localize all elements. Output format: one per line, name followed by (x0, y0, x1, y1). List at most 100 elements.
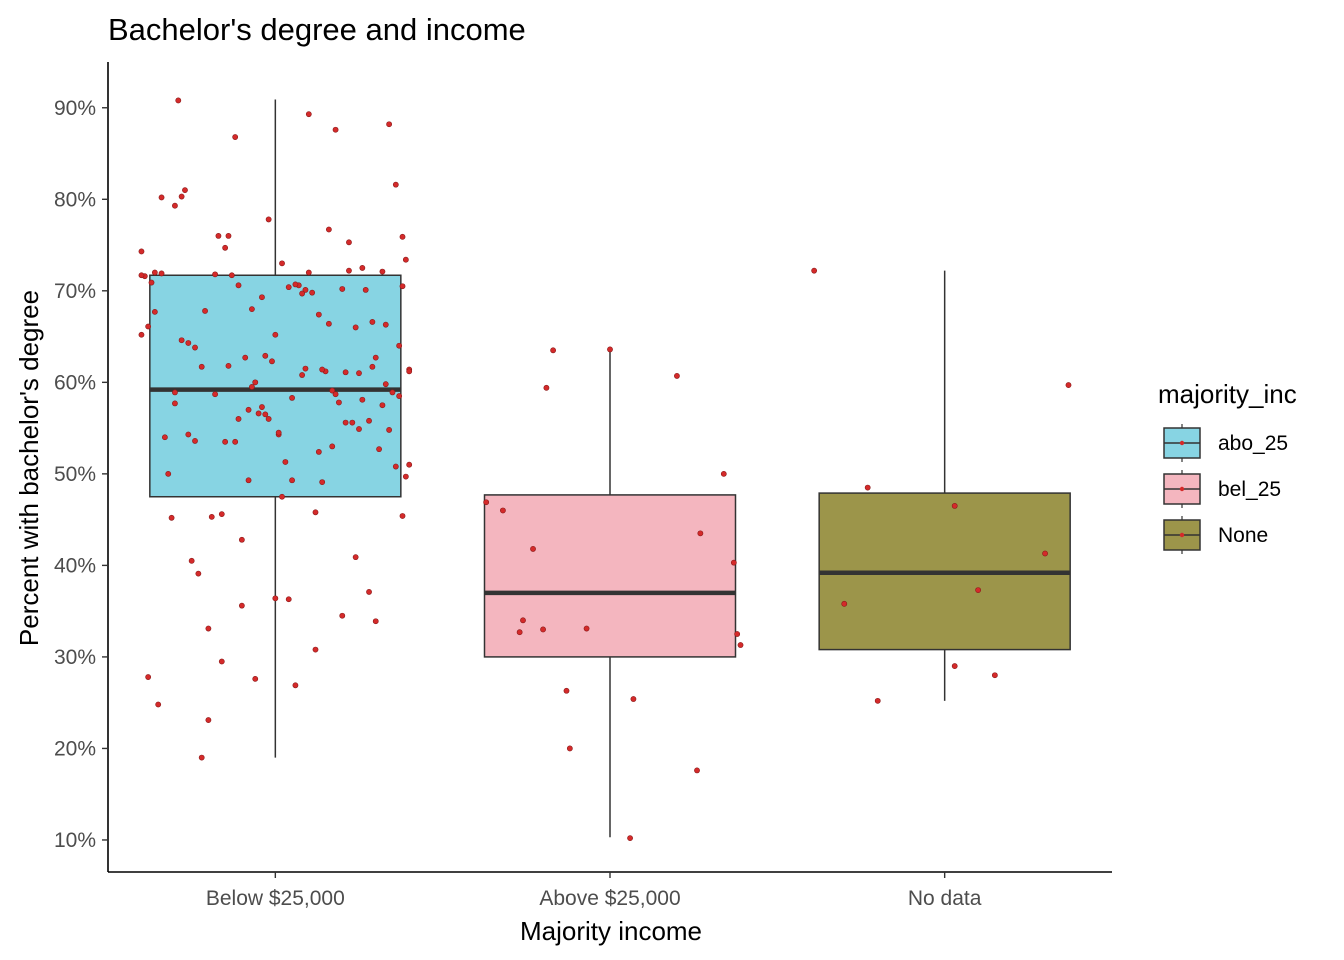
data-point (228, 272, 235, 279)
legend-label: bel_25 (1218, 478, 1281, 501)
y-axis-title: Percent with bachelor's degree (14, 290, 44, 646)
data-point (299, 372, 306, 378)
data-point (222, 244, 229, 251)
data-point (309, 289, 316, 296)
data-point (178, 193, 185, 200)
data-point (382, 381, 389, 388)
data-point (674, 373, 680, 379)
legend-title: majority_inc (1158, 379, 1297, 409)
plot-area: 10% 20% 30% 40% 50% 60% 70% 80% 90% Below $25,000… (54, 62, 1112, 910)
data-point (262, 411, 269, 418)
data-point (399, 233, 406, 240)
data-point (379, 402, 386, 409)
data-point (232, 438, 239, 445)
data-point (182, 187, 188, 194)
data-point (543, 384, 550, 391)
data-point (339, 286, 346, 292)
data-point (289, 477, 295, 484)
data-point (222, 438, 229, 445)
data-point (232, 134, 239, 140)
data-point (279, 260, 285, 267)
data-point (292, 281, 299, 288)
data-point (168, 514, 175, 521)
points-3 (811, 267, 1072, 704)
y-tick-label: 20% (54, 737, 96, 760)
x-tick-label: No data (908, 887, 982, 910)
y-tick-label: 80% (54, 188, 96, 211)
data-point (279, 493, 285, 500)
data-point (372, 618, 379, 625)
data-point (158, 270, 165, 277)
data-point (386, 427, 393, 433)
data-point (145, 674, 152, 680)
data-point (172, 389, 178, 396)
data-point (1042, 550, 1048, 557)
data-point (406, 368, 413, 375)
data-point (630, 696, 637, 702)
data-point (694, 767, 700, 774)
data-point (252, 379, 259, 386)
data-point (336, 399, 342, 406)
y-tick-label: 40% (54, 554, 96, 577)
data-point (245, 406, 252, 413)
data-point (500, 507, 506, 514)
data-point (319, 479, 326, 486)
x-tick-label: Below $25,000 (206, 887, 345, 910)
data-point (192, 438, 198, 444)
data-point (346, 239, 352, 246)
data-point (329, 443, 336, 450)
data-point (249, 384, 255, 390)
data-point (205, 625, 212, 632)
data-point (265, 416, 272, 422)
x-tick-label: Above $25,000 (539, 887, 680, 910)
data-point (392, 181, 399, 188)
data-point (252, 675, 259, 682)
data-point (402, 256, 409, 263)
y-tick-label: 50% (54, 463, 96, 486)
data-point (349, 419, 356, 426)
y-tick-label: 60% (54, 371, 96, 394)
data-point (148, 279, 155, 286)
data-point (282, 459, 289, 465)
data-point (151, 269, 158, 276)
data-point (402, 473, 409, 480)
data-point (372, 354, 379, 361)
data-point (305, 269, 312, 276)
legend: majority_inc abo_25 bel_25 None (1158, 379, 1297, 554)
data-point (172, 400, 178, 407)
data-point (530, 546, 536, 552)
data-point (369, 319, 376, 325)
data-point (302, 365, 309, 372)
data-point (332, 126, 339, 133)
legend-entry-2: bel_25 (1163, 470, 1281, 508)
data-point (359, 265, 366, 271)
data-point (627, 835, 633, 842)
data-point (212, 271, 218, 278)
data-point (319, 366, 326, 373)
data-point (272, 331, 279, 338)
data-point (265, 216, 272, 223)
data-point (339, 612, 346, 619)
data-point (379, 268, 386, 275)
data-point (238, 536, 245, 543)
data-point (188, 557, 195, 564)
data-point (352, 324, 359, 331)
data-point (138, 331, 145, 338)
data-point (951, 663, 958, 669)
data-point (269, 358, 275, 365)
data-point (138, 248, 145, 255)
data-point (369, 363, 376, 370)
data-point (242, 354, 249, 361)
data-point (302, 286, 309, 293)
data-point (292, 682, 299, 689)
data-point (406, 461, 413, 468)
box-1 (149, 99, 402, 758)
data-point (138, 272, 145, 279)
data-point (218, 511, 225, 518)
data-point (161, 434, 168, 441)
data-point (356, 370, 362, 377)
data-point (697, 530, 704, 537)
data-point (225, 362, 232, 369)
points-1 (138, 97, 413, 761)
